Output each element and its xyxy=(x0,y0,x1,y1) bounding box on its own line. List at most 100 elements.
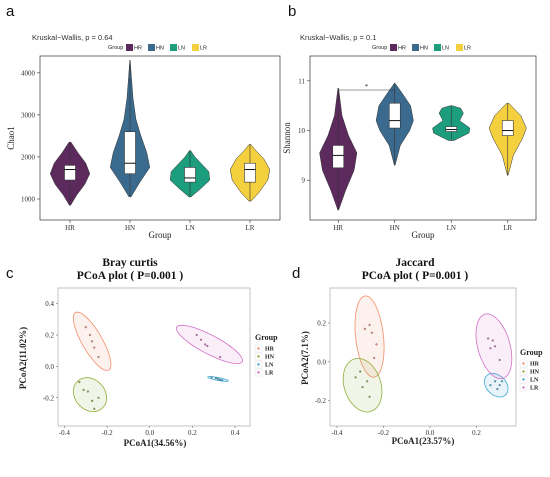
ellipse-hr xyxy=(354,295,385,378)
legend-swatch-hn xyxy=(148,44,155,51)
point-lr xyxy=(494,345,497,348)
x-tick-label: -0.4 xyxy=(59,429,71,437)
point-hr xyxy=(363,327,366,330)
point-hr xyxy=(84,326,87,329)
y-tick-label: 4000 xyxy=(21,69,36,77)
point-ln xyxy=(500,380,504,383)
plot-area xyxy=(309,55,537,221)
point-hr xyxy=(91,340,94,343)
chao1-violin-chart: Kruskal−Wallis, p = 0.64 Group HR HN LN LR 1… xyxy=(6,33,281,240)
legend-swatch-hn xyxy=(257,355,260,358)
legend-label-hn: HN xyxy=(265,355,275,361)
x-tick-label: -0.2 xyxy=(102,429,114,437)
chart-subtitle: PCoA plot ( P=0.001 ) xyxy=(77,270,184,282)
x-tick-label: 0.0 xyxy=(426,429,435,437)
legend-label-hn: HN xyxy=(156,46,164,52)
y-tick-label: 2000 xyxy=(21,153,36,161)
point-hr xyxy=(368,323,371,326)
kruskal-label: Kruskal−Wallis, p = 0.1 xyxy=(300,33,376,42)
bray-curtis-pcoa-chart: Bray curtis PCoA plot ( P=0.001 ) -0.4 -0… xyxy=(18,257,278,448)
group-legend: Group HR HN LN LR xyxy=(372,44,471,52)
point-lr xyxy=(219,355,222,359)
x-tick-label: LR xyxy=(246,224,255,232)
point-ln xyxy=(210,376,213,379)
point-hn xyxy=(354,376,357,379)
y-axis-label: Shannon xyxy=(282,122,292,154)
box-hn xyxy=(388,102,401,129)
legend-title: Group xyxy=(108,45,123,51)
point-hn xyxy=(366,380,369,383)
y-tick-label: 0.4 xyxy=(45,300,54,308)
panel-label-d: d xyxy=(292,265,300,282)
legend-label-hr: HR xyxy=(398,46,406,52)
x-tick-label: 0.2 xyxy=(472,429,481,437)
x-axis-label: PCoA1(34.56%) xyxy=(124,438,187,448)
point-ln xyxy=(498,384,501,387)
legend-swatch-lr xyxy=(192,44,199,51)
legend-label-ln: LN xyxy=(265,363,274,369)
y-tick-label: -0.2 xyxy=(315,397,327,405)
legend-label-hr: HR xyxy=(134,46,142,52)
x-tick-label: HN xyxy=(125,224,135,232)
point-hn xyxy=(93,407,96,410)
box-hn xyxy=(124,131,136,175)
y-tick-label: 11 xyxy=(298,77,305,85)
point-lr xyxy=(487,337,490,340)
legend-swatch-hn xyxy=(522,370,525,373)
plot-area xyxy=(329,287,517,427)
y-tick-label: 0.2 xyxy=(317,319,326,327)
legend-swatch-hr xyxy=(390,44,397,51)
point-hn xyxy=(86,390,89,393)
chart-subtitle: PCoA plot ( P=0.001 ) xyxy=(362,270,469,282)
point-ln xyxy=(496,388,499,391)
panel-label-c: c xyxy=(6,265,14,282)
x-tick-label: 0.4 xyxy=(231,429,240,437)
point-ln xyxy=(219,378,222,381)
point-hn xyxy=(91,399,94,402)
point-lr xyxy=(491,339,494,342)
ellipse-hn xyxy=(342,357,383,413)
legend-label-ln: LN xyxy=(178,46,185,52)
legend-title: Group xyxy=(520,348,543,357)
point-hr xyxy=(93,346,96,349)
legend-label-lr: LR xyxy=(265,371,274,377)
x-tick-label: HR xyxy=(65,224,75,232)
panel-label-b: b xyxy=(288,3,296,20)
shannon-violin-chart: Kruskal−Wallis, p = 0.1 Group HR HN LN LR 9 1… xyxy=(282,33,537,240)
point-hn xyxy=(359,370,362,373)
chart-title: Bray curtis xyxy=(102,257,158,269)
legend-label-ln: LN xyxy=(530,378,539,384)
x-tick-label: -0.4 xyxy=(331,429,343,437)
point-lr xyxy=(206,344,209,348)
legend-swatch-ln xyxy=(522,378,525,381)
point-lr xyxy=(489,347,492,350)
x-axis-label: PCoA1(23.57%) xyxy=(392,436,455,446)
point-ln xyxy=(214,377,217,380)
legend-label-hn: HN xyxy=(420,46,428,52)
plot-area xyxy=(57,287,251,427)
point-hn xyxy=(78,381,81,384)
point-hr xyxy=(370,331,373,334)
x-tick-label: 0.2 xyxy=(188,429,197,437)
panel-label-a: a xyxy=(6,3,15,20)
box-hr xyxy=(64,165,76,181)
legend-swatch-hr xyxy=(126,44,133,51)
box-lr xyxy=(244,162,256,183)
group-legend: Group HR HN LN LR xyxy=(254,333,278,377)
point-ln xyxy=(221,379,224,382)
point-ln xyxy=(494,380,497,383)
box-ln xyxy=(184,167,196,183)
legend-swatch-ln xyxy=(434,44,441,51)
ellipse-lr xyxy=(475,313,513,380)
y-tick-label: 1000 xyxy=(21,195,36,203)
legend-swatch-lr xyxy=(456,44,463,51)
legend-swatch-ln xyxy=(257,363,260,366)
plot-area xyxy=(39,55,281,221)
x-tick-label: HN xyxy=(390,224,400,232)
kruskal-label: Kruskal−Wallis, p = 0.64 xyxy=(32,33,113,42)
legend-swatch-lr xyxy=(522,386,525,389)
point-ln xyxy=(216,377,220,381)
x-tick-label: LR xyxy=(503,224,512,232)
y-tick-label: 3000 xyxy=(21,111,36,119)
